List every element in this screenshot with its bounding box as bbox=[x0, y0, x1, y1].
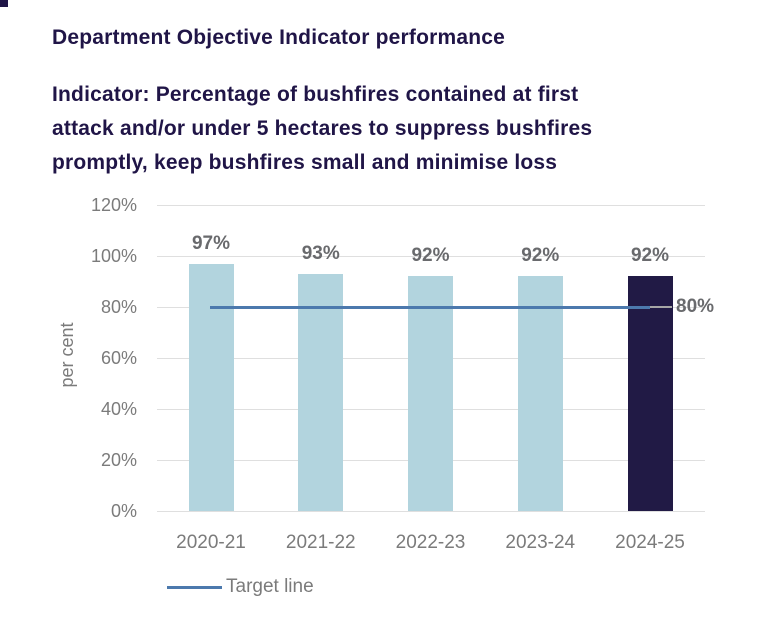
target-line-legend-swatch bbox=[167, 586, 222, 589]
bar-2024-25 bbox=[627, 276, 673, 511]
bar-2021-22 bbox=[298, 273, 344, 511]
y-axis-tick-label: 40% bbox=[100, 399, 137, 419]
target-label-leader-line bbox=[650, 306, 672, 308]
gridline bbox=[157, 511, 705, 512]
bar-value-label: 92% bbox=[521, 245, 560, 267]
target-value-label: 80% bbox=[676, 296, 715, 317]
x-axis-label-2020-21: 2020-21 bbox=[176, 532, 246, 553]
y-axis-tick-label: 100% bbox=[90, 246, 137, 266]
target-line-legend-label: Target line bbox=[226, 576, 314, 597]
gridline bbox=[157, 205, 705, 206]
bar-value-label: 92% bbox=[411, 245, 450, 267]
x-axis-label-2022-23: 2022-23 bbox=[395, 532, 466, 553]
x-axis-label-2024-25: 2024-25 bbox=[615, 532, 685, 553]
indicator-subtitle-line-1: Indicator: Percentage of bushfires conta… bbox=[52, 83, 579, 106]
y-axis-tick-label: 120% bbox=[90, 195, 137, 215]
indicator-subtitle: Indicator: Percentage of bushfires conta… bbox=[52, 78, 742, 180]
corner-mark bbox=[0, 0, 8, 7]
indicator-subtitle-line-2: attack and/or under 5 hectares to suppre… bbox=[52, 117, 593, 140]
gridline bbox=[157, 256, 705, 257]
bar-value-label: 92% bbox=[630, 245, 670, 267]
bar-value-label: 93% bbox=[301, 242, 340, 264]
bar-2022-23 bbox=[408, 276, 453, 511]
x-axis-label-2023-24: 2023-24 bbox=[505, 532, 576, 553]
y-axis-tick-label: 80% bbox=[100, 297, 137, 317]
y-axis-tick-label: 20% bbox=[100, 450, 137, 470]
page-title: Department Objective Indicator performan… bbox=[52, 26, 506, 49]
bar-2023-24 bbox=[517, 276, 563, 511]
target-line bbox=[210, 305, 650, 309]
y-axis-tick-label: 60% bbox=[100, 348, 137, 368]
x-axis-label-2021-22: 2021-22 bbox=[285, 532, 356, 553]
y-axis-tick-label: 0% bbox=[110, 501, 137, 521]
bar-value-label: 97% bbox=[191, 232, 231, 254]
bar-2020-21 bbox=[188, 263, 234, 511]
indicator-subtitle-line-3: promptly, keep bushfires small and minim… bbox=[52, 151, 558, 174]
